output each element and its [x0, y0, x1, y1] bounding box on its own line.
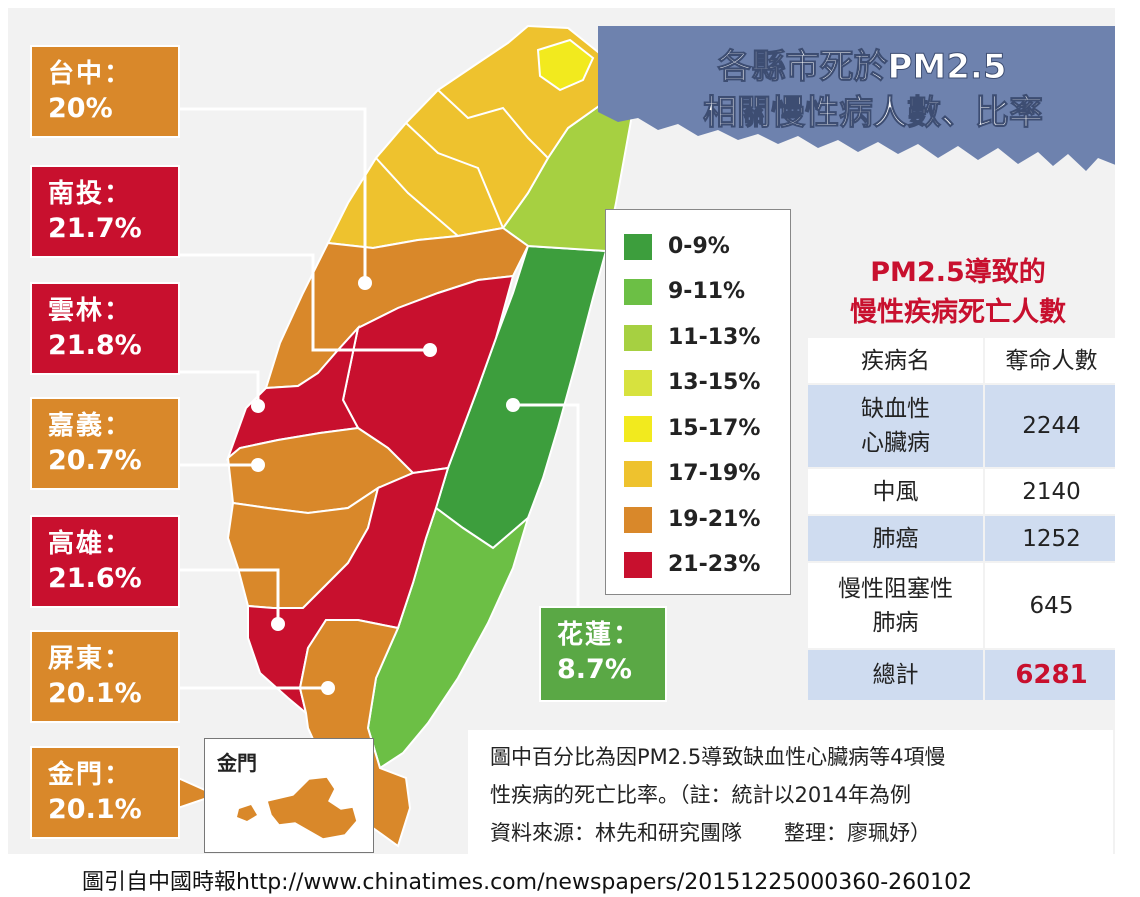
- city-percent: 20.1%: [48, 794, 142, 825]
- kinmen-island: [237, 776, 358, 840]
- city-percent: 21.8%: [48, 330, 142, 361]
- taiwan-map: [177, 24, 638, 848]
- deaths-title-line-1: PM2.5導致的: [870, 257, 1046, 288]
- city-label-yunlin: 雲林： 21.8%: [30, 282, 180, 375]
- city-percent: 20%: [48, 93, 113, 124]
- legend-swatch: [624, 279, 652, 305]
- table-cell-disease: 肺癌: [808, 516, 983, 561]
- table-row: 中風 2140: [808, 469, 1115, 514]
- legend-swatch: [624, 325, 652, 351]
- kinmen-inset-label: 金門: [217, 751, 257, 775]
- legend-swatch: [624, 461, 652, 487]
- table-row: 缺血性 心臟病 2244: [808, 385, 1115, 467]
- leader-nantou: [180, 253, 430, 352]
- city-name: 金門：: [48, 760, 133, 790]
- region-taipei: [536, 38, 595, 92]
- note-line-2: 性疾病的死亡比率。（註：統計以2014年為例: [490, 783, 911, 807]
- city-name: 雲林：: [48, 296, 133, 326]
- city-label-nantou: 南投： 21.7%: [30, 165, 180, 258]
- city-name: 南投：: [48, 179, 133, 209]
- leader-taichung: [180, 107, 367, 283]
- city-label-hualien: 花蓮： 8.7%: [539, 606, 667, 702]
- legend-label: 21-23%: [668, 552, 761, 577]
- map-legend: 0-9% 9-11% 11-13% 13-15% 15-17% 17-19% 1…: [605, 209, 791, 595]
- table-row: 慢性阻塞性 肺病 645: [808, 563, 1115, 648]
- city-name: 台中：: [48, 59, 133, 89]
- table-total-label: 總計: [808, 650, 983, 700]
- city-name: 花蓮：: [557, 620, 642, 650]
- table-cell-disease: 慢性阻塞性 肺病: [808, 563, 983, 648]
- table-header-cell: 奪命人數: [985, 338, 1115, 383]
- note-line-1: 圖中百分比為因PM2.5導致缺血性心臟病等4項慢: [490, 745, 946, 769]
- legend-label: 9-11%: [668, 279, 746, 304]
- table-total-value: 6281: [985, 650, 1115, 700]
- dot-chiayi: [251, 458, 265, 472]
- leader-hualien: [513, 403, 580, 612]
- table-cell-disease: 缺血性 心臟病: [808, 385, 983, 467]
- legend-swatch: [624, 370, 652, 396]
- city-label-kaohsiung: 高雄： 21.6%: [30, 515, 180, 608]
- table-cell-count: 2244: [985, 385, 1115, 467]
- city-percent: 8.7%: [557, 654, 632, 685]
- city-name: 嘉義：: [48, 411, 133, 441]
- leader-kaohsiung: [180, 568, 280, 624]
- legend-label: 19-21%: [668, 507, 761, 532]
- title-line-1: 各縣市死於PM2.5: [718, 47, 1007, 87]
- dot-kaohsiung: [271, 617, 285, 631]
- city-name: 屏東：: [48, 644, 133, 674]
- city-label-kinmen: 金門： 20.1%: [30, 746, 180, 839]
- title-banner: 各縣市死於PM2.5 相關慢性病人數、比率: [598, 26, 1115, 171]
- dot-nantou: [423, 343, 437, 357]
- source-citation: 圖引自中國時報http://www.chinatimes.com/newspap…: [82, 870, 973, 895]
- legend-label: 0-9%: [668, 234, 730, 259]
- infographic: 各縣市死於PM2.5 相關慢性病人數、比率 台中： 20% 南投： 21.7% …: [8, 8, 1115, 854]
- note-line-3: 資料來源：林先和研究團隊 整理：廖珮妤）: [490, 821, 931, 845]
- kinmen-inset: 金門: [204, 738, 374, 853]
- note-box: 圖中百分比為因PM2.5導致缺血性心臟病等4項慢 性疾病的死亡比率。（註：統計以…: [468, 730, 1113, 854]
- city-label-taichung: 台中： 20%: [30, 45, 180, 138]
- city-percent: 20.7%: [48, 445, 142, 476]
- title-line-2: 相關慢性病人數、比率: [703, 93, 1043, 133]
- city-name: 高雄：: [48, 529, 133, 559]
- city-percent: 20.1%: [48, 678, 142, 709]
- table-header-row: 疾病名 奪命人數: [808, 338, 1115, 383]
- table-cell-count: 2140: [985, 469, 1115, 514]
- table-cell-count: 1252: [985, 516, 1115, 561]
- deaths-table-title: PM2.5導致的 慢性疾病死亡人數: [808, 253, 1108, 333]
- legend-label: 11-13%: [668, 325, 761, 350]
- table-cell-count: 645: [985, 563, 1115, 648]
- table-cell-disease: 中風: [808, 469, 983, 514]
- table-total-row: 總計 6281: [808, 650, 1115, 700]
- region-northern-boundary: [375, 89, 549, 237]
- legend-swatch: [624, 416, 652, 442]
- title-background: [598, 26, 1115, 171]
- city-percent: 21.7%: [48, 213, 142, 244]
- city-label-chiayi: 嘉義： 20.7%: [30, 397, 180, 490]
- legend-swatch: [624, 234, 652, 260]
- dot-taichung: [358, 276, 372, 290]
- city-label-pingtung: 屏東： 20.1%: [30, 630, 180, 723]
- legend-swatch: [624, 507, 652, 533]
- legend-label: 17-19%: [668, 461, 761, 486]
- dot-pingtung: [321, 681, 335, 695]
- city-percent: 21.6%: [48, 563, 142, 594]
- deaths-title-line-2: 慢性疾病死亡人數: [850, 297, 1066, 328]
- legend-swatch: [624, 552, 652, 578]
- dot-yunlin: [251, 399, 265, 413]
- table-row: 肺癌 1252: [808, 516, 1115, 561]
- legend-label: 15-17%: [668, 416, 761, 441]
- leader-yunlin: [180, 370, 260, 406]
- region-pingtung: [298, 619, 412, 848]
- dot-hualien: [506, 398, 520, 412]
- table-header-cell: 疾病名: [808, 338, 983, 383]
- legend-label: 13-15%: [668, 370, 761, 395]
